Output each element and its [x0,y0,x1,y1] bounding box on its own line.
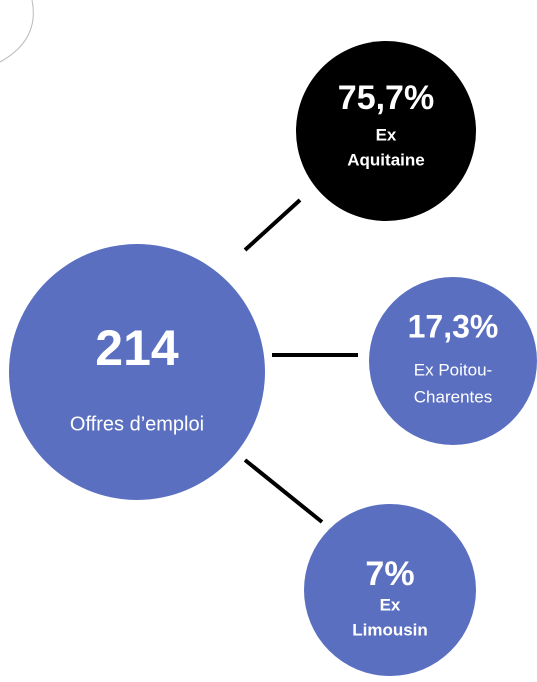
node-circle [369,277,537,445]
node-value: 17,3% [408,308,499,344]
center-circle [9,244,265,500]
node-label: Charentes [414,387,492,406]
node-label: Limousin [352,620,428,639]
node-value: 7% [365,555,414,593]
center-value: 214 [95,320,179,376]
node-circle [304,504,476,676]
node-label: Ex Poitou- [414,360,492,379]
node-value: 75,7% [338,79,434,117]
connector [243,198,302,252]
node-label: Aquitaine [347,150,424,169]
node-label: Ex [380,595,401,614]
node-label: Ex [376,125,397,144]
connector [243,458,324,524]
center-label: Offres d’emploi [70,413,204,435]
node-circle [296,41,476,221]
decor-arc [0,0,34,63]
